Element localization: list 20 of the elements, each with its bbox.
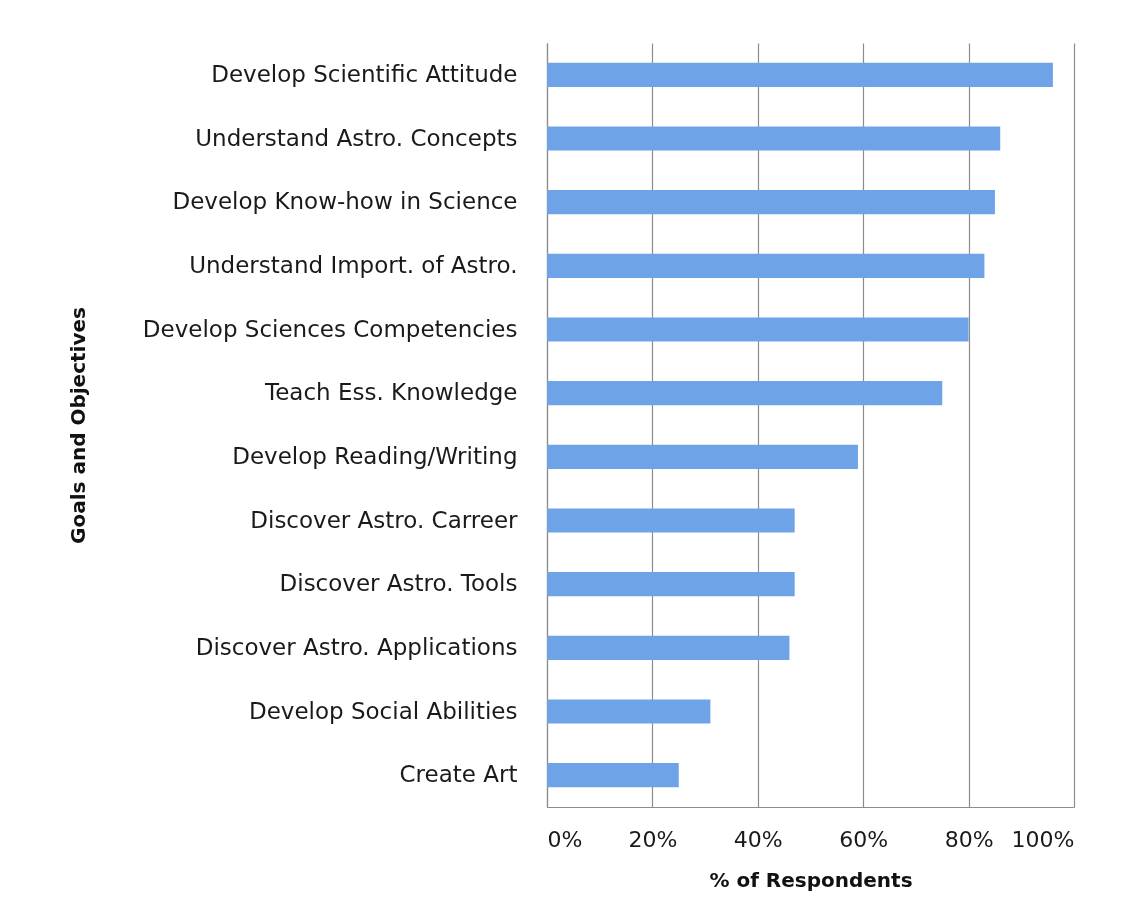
- x-tick-label: 20%: [628, 826, 678, 852]
- x-tick-label: 100%: [1011, 826, 1075, 852]
- y-tick-label: Teach Ess. Knowledge: [264, 379, 518, 406]
- x-tick-label: 80%: [944, 826, 994, 852]
- y-tick-label: Understand Import. of Astro.: [189, 251, 518, 278]
- y-tick-label: Develop Scientific Attitude: [211, 60, 518, 87]
- y-tick-label: Understand Astro. Concepts: [195, 124, 518, 151]
- y-tick-label: Discover Astro. Carreer: [250, 506, 519, 533]
- y-axis-title: Goals and Objectives: [65, 307, 90, 544]
- y-tick-label: Develop Know-how in Science: [172, 188, 518, 215]
- y-tick-label: Create Art: [399, 761, 518, 788]
- y-tick-label: Develop Reading/Writing: [232, 442, 518, 469]
- y-tick-label: Discover Astro. Tools: [279, 570, 518, 597]
- y-tick-label: Develop Sciences Competencies: [142, 315, 518, 342]
- x-tick-label: 40%: [733, 826, 783, 852]
- y-tick-label: Develop Social Abilities: [248, 697, 518, 724]
- x-tick-label: 60%: [839, 826, 889, 852]
- y-tick-label: Discover Astro. Applications: [195, 633, 518, 660]
- x-tick-label: 0%: [547, 826, 583, 852]
- x-axis-title: % of Respondents: [709, 867, 913, 892]
